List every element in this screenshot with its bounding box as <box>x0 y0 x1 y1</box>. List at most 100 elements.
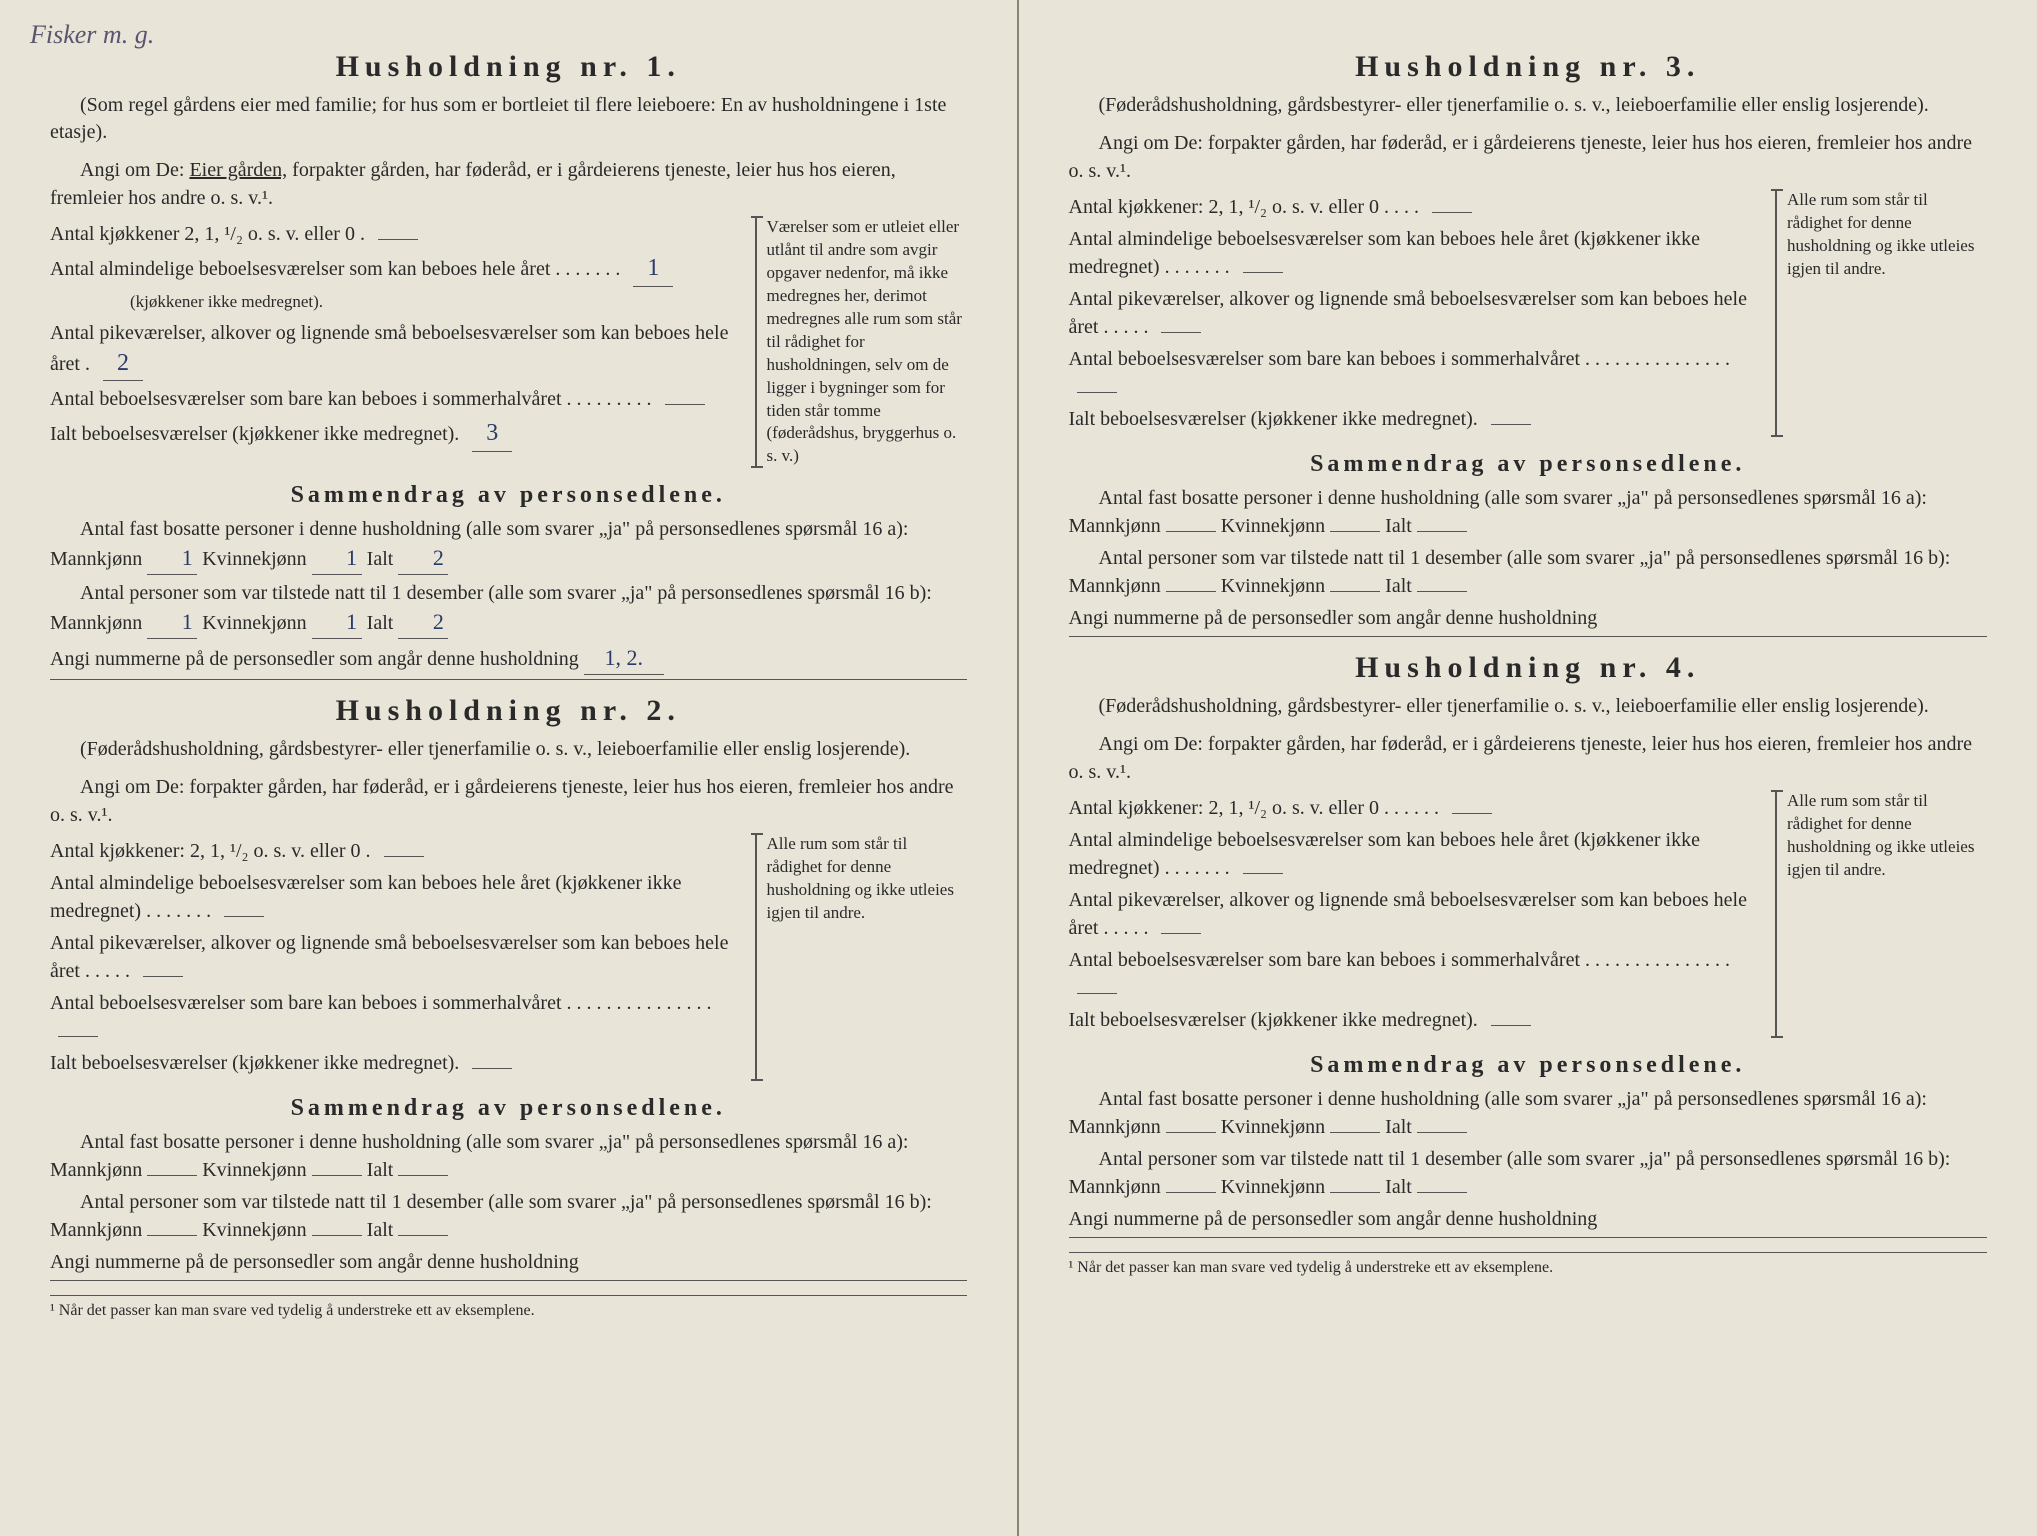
blank-fill <box>312 1235 362 1236</box>
i-lbl-3b: Ialt <box>1385 575 1412 597</box>
blank-value <box>1077 392 1117 393</box>
side-note-2: Alle rum som står til rådighet for denne… <box>755 833 967 1081</box>
blank-fill <box>312 1175 362 1176</box>
til-line-4: Antal personer som var tilstede natt til… <box>1069 1148 1951 1198</box>
household-2-angi: Angi om De: forpakter gården, har føderå… <box>50 773 967 829</box>
k-lbl-2: Kvinnekjønn <box>202 1159 306 1181</box>
til-line-2: Antal personer som var tilstede natt til… <box>50 1191 932 1241</box>
blank-fill <box>1417 531 1467 532</box>
household-3-rooms-block: Antal kjøkkener: 2, 1, ¹/₂ o. s. v. elle… <box>1069 189 1988 437</box>
rooms-main-3: Antal kjøkkener: 2, 1, ¹/₂ o. s. v. elle… <box>1069 189 1761 437</box>
blank-fill <box>1166 531 1216 532</box>
blank-fill <box>1330 591 1380 592</box>
blank-value <box>1243 272 1283 273</box>
household-1-rooms-block: Antal kjøkkener 2, 1, ¹/₂ o. s. v. eller… <box>50 216 967 468</box>
rooms-main: Antal kjøkkener 2, 1, ¹/₂ o. s. v. eller… <box>50 216 740 468</box>
household-3: Husholdning nr. 3. (Føderådshusholdning,… <box>1069 50 1988 637</box>
household-4-heading: Husholdning nr. 4. <box>1069 651 1988 685</box>
tilstede-1: Antal personer som var tilstede natt til… <box>50 579 967 639</box>
kjokkener-row-2: Antal kjøkkener: 2, 1, ¹/₂ o. s. v. elle… <box>50 837 740 865</box>
household-1-heading: Husholdning nr. 1. <box>50 50 967 84</box>
household-3-subtitle: (Føderådshusholdning, gårdsbestyrer- ell… <box>1069 92 1988 119</box>
ialt-label-2: Ialt beboelsesværelser (kjøkkener ikke m… <box>50 1052 459 1074</box>
nummer-val: 1, 2. <box>584 643 664 675</box>
household-3-angi: Angi om De: forpakter gården, har føderå… <box>1069 129 1988 185</box>
kjokkener-label: Antal kjøkkener 2, 1, ¹/₂ o. s. v. eller… <box>50 223 365 245</box>
pike-row-4: Antal pikeværelser, alkover og lignende … <box>1069 886 1761 942</box>
blank-fill <box>1166 1132 1216 1133</box>
alm-label-3: Antal almindelige beboelsesværelser som … <box>1069 228 1700 278</box>
handwritten-margin-note: Fisker m. g. <box>30 20 154 50</box>
sommer-row-3: Antal beboelsesværelser som bare kan beb… <box>1069 345 1761 401</box>
footnote-left: ¹ Når det passer kan man svare ved tydel… <box>50 1295 967 1320</box>
rooms-main-2: Antal kjøkkener: 2, 1, ¹/₂ o. s. v. elle… <box>50 833 740 1081</box>
household-4-subtitle: (Føderådshusholdning, gårdsbestyrer- ell… <box>1069 693 1988 720</box>
blank-value <box>143 976 183 977</box>
household-1: Husholdning nr. 1. (Som regel gårdens ei… <box>50 50 967 680</box>
ialt-row-4: Ialt beboelsesværelser (kjøkkener ikke m… <box>1069 1006 1761 1034</box>
blank-fill <box>398 1175 448 1176</box>
fast-line-3: Antal fast bosatte personer i denne hush… <box>1069 487 1928 537</box>
sommer-value <box>665 404 705 405</box>
kjokkener-value <box>378 239 418 240</box>
nummer-3: Angi nummerne på de personsedler som ang… <box>1069 604 1988 637</box>
blank-fill <box>1417 591 1467 592</box>
alm-label: Antal almindelige beboelsesværelser som … <box>50 258 550 280</box>
sommer-row-4: Antal beboelsesværelser som bare kan beb… <box>1069 946 1761 1002</box>
kjokkener-label-4: Antal kjøkkener: 2, 1, ¹/₂ o. s. v. elle… <box>1069 797 1380 819</box>
k-lbl-4b: Kvinnekjønn <box>1221 1176 1325 1198</box>
sommer-label-2: Antal beboelsesværelser som bare kan beb… <box>50 992 562 1014</box>
k-lbl-4: Kvinnekjønn <box>1221 1116 1325 1138</box>
alm-row-2: Antal almindelige beboelsesværelser som … <box>50 869 740 925</box>
household-4-angi: Angi om De: forpakter gården, har føderå… <box>1069 730 1988 786</box>
blank-value <box>1077 993 1117 994</box>
blank-value <box>224 916 264 917</box>
blank-value <box>1161 933 1201 934</box>
nummer-1: Angi nummerne på de personsedler som ang… <box>50 643 967 680</box>
i-lbl-4: Ialt <box>1385 1116 1412 1138</box>
til-i: 2 <box>398 607 448 639</box>
footnote-right: ¹ Når det passer kan man svare ved tydel… <box>1069 1252 1988 1277</box>
blank-fill <box>147 1175 197 1176</box>
pike-row-2: Antal pikeværelser, alkover og lignende … <box>50 929 740 985</box>
kjokkener-row-3: Antal kjøkkener: 2, 1, ¹/₂ o. s. v. elle… <box>1069 193 1761 221</box>
blank-value <box>1432 212 1472 213</box>
nummer-2: Angi nummerne på de personsedler som ang… <box>50 1248 967 1281</box>
blank-fill <box>1166 1192 1216 1193</box>
til-k-lbl: Kvinnekjønn <box>202 612 306 634</box>
kjokkener-row: Antal kjøkkener 2, 1, ¹/₂ o. s. v. eller… <box>50 220 740 248</box>
alm-value: 1 <box>633 252 673 287</box>
fast-k-lbl: Kvinnekjønn <box>202 548 306 570</box>
household-2-subtitle: (Føderådshusholdning, gårdsbestyrer- ell… <box>50 736 967 763</box>
sammendrag-2-heading: Sammendrag av personsedlene. <box>50 1095 967 1122</box>
ialt-label-4: Ialt beboelsesværelser (kjøkkener ikke m… <box>1069 1009 1478 1031</box>
household-2-heading: Husholdning nr. 2. <box>50 694 967 728</box>
blank-value <box>472 1068 512 1069</box>
sommer-label-3: Antal beboelsesværelser som bare kan beb… <box>1069 348 1581 370</box>
pike-label: Antal pikeværelser, alkover og lignende … <box>50 322 728 375</box>
pike-label-3: Antal pikeværelser, alkover og lignende … <box>1069 288 1747 338</box>
household-1-angi: Angi om De: Eier gården, forpakter gårde… <box>50 156 967 212</box>
sommer-label-4: Antal beboelsesværelser som bare kan beb… <box>1069 949 1581 971</box>
blank-value <box>384 856 424 857</box>
til-line-3: Antal personer som var tilstede natt til… <box>1069 547 1951 597</box>
sammendrag-3-heading: Sammendrag av personsedlene. <box>1069 451 1988 478</box>
pike-row-3: Antal pikeværelser, alkover og lignende … <box>1069 285 1761 341</box>
kjokkener-label-3: Antal kjøkkener: 2, 1, ¹/₂ o. s. v. elle… <box>1069 196 1380 218</box>
pike-row: Antal pikeværelser, alkover og lignende … <box>50 319 740 382</box>
fast-3: Antal fast bosatte personer i denne hush… <box>1069 484 1988 540</box>
til-k: 1 <box>312 607 362 639</box>
pike-value: 2 <box>103 347 143 382</box>
household-3-heading: Husholdning nr. 3. <box>1069 50 1988 84</box>
blank-fill <box>1330 1192 1380 1193</box>
blank-fill <box>1417 1192 1467 1193</box>
ialt-label-3: Ialt beboelsesværelser (kjøkkener ikke m… <box>1069 408 1478 430</box>
blank-fill <box>1330 531 1380 532</box>
household-2-rooms-block: Antal kjøkkener: 2, 1, ¹/₂ o. s. v. elle… <box>50 833 967 1081</box>
angi-prefix: Angi om De: <box>80 159 184 181</box>
fast-k: 1 <box>312 543 362 575</box>
ialt-row-2: Ialt beboelsesværelser (kjøkkener ikke m… <box>50 1049 740 1077</box>
sommer-row: Antal beboelsesværelser som bare kan beb… <box>50 385 740 413</box>
kjokkener-row-4: Antal kjøkkener: 2, 1, ¹/₂ o. s. v. elle… <box>1069 794 1761 822</box>
tilstede-3: Antal personer som var tilstede natt til… <box>1069 544 1988 600</box>
